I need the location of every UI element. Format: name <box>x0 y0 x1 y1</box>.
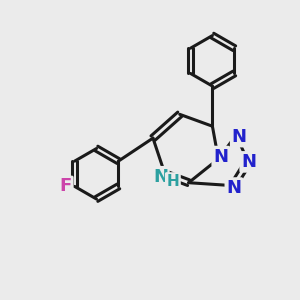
Text: N: N <box>226 179 241 197</box>
Text: N: N <box>241 153 256 171</box>
Text: F: F <box>60 177 72 195</box>
Text: N: N <box>153 168 168 186</box>
Text: N: N <box>232 128 247 146</box>
Text: N: N <box>213 148 228 166</box>
Text: H: H <box>167 174 179 189</box>
